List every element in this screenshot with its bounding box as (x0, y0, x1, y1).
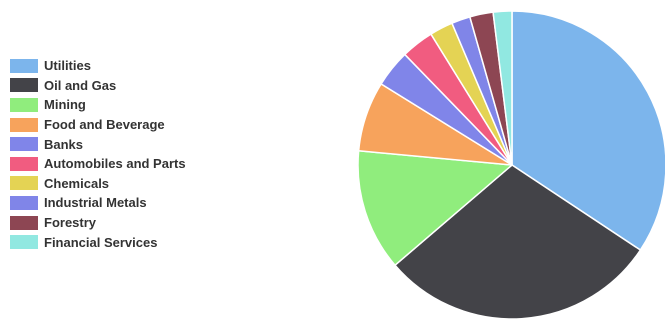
chart-legend: Utilities Oil and Gas Mining Food and Bever… (10, 56, 186, 252)
pie-slice[interactable] (492, 10, 513, 166)
legend-item[interactable]: Financial Services (10, 232, 186, 252)
legend-item[interactable]: Utilities (10, 56, 186, 76)
legend-swatch (10, 176, 38, 191)
legend-swatch (10, 137, 38, 152)
legend-swatch (10, 117, 38, 132)
legend-item[interactable]: Chemicals (10, 174, 186, 194)
legend-swatch (10, 235, 38, 250)
legend-item[interactable]: Oil and Gas (10, 76, 186, 96)
legend-label: Utilities (44, 58, 91, 74)
legend-label: Banks (44, 136, 84, 152)
legend-label: Industrial Metals (44, 195, 147, 211)
legend-item[interactable]: Banks (10, 134, 186, 154)
legend-swatch (10, 156, 38, 171)
legend-swatch (10, 78, 38, 93)
legend-swatch (10, 195, 38, 210)
pie-slice[interactable] (394, 164, 642, 320)
pie-slice[interactable] (357, 150, 513, 266)
legend-swatch (10, 58, 38, 73)
legend-label: Chemicals (44, 175, 110, 191)
legend-item[interactable]: Mining (10, 95, 186, 115)
legend-item[interactable]: Forestry (10, 213, 186, 233)
legend-label: Mining (44, 97, 86, 113)
legend-label: Oil and Gas (44, 77, 117, 93)
legend-swatch (10, 97, 38, 112)
legend-item[interactable]: Automobiles and Parts (10, 154, 186, 174)
legend-label: Automobiles and Parts (44, 156, 186, 172)
legend-item[interactable]: Industrial Metals (10, 193, 186, 213)
legend-label: Forestry (44, 215, 97, 231)
legend-label: Food and Beverage (44, 117, 165, 133)
legend-label: Financial Services (44, 234, 158, 250)
legend-item[interactable]: Food and Beverage (10, 115, 186, 135)
legend-swatch (10, 215, 38, 230)
